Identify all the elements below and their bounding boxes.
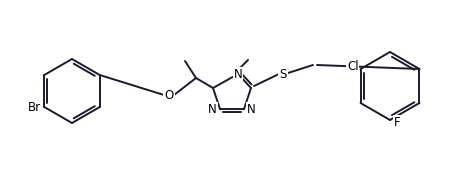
Text: F: F: [394, 116, 401, 129]
Text: O: O: [164, 88, 174, 101]
Text: Br: Br: [28, 100, 41, 113]
Text: Cl: Cl: [347, 60, 359, 73]
Text: S: S: [280, 67, 287, 80]
Text: N: N: [234, 67, 242, 80]
Text: N: N: [208, 103, 217, 116]
Text: N: N: [247, 103, 256, 116]
